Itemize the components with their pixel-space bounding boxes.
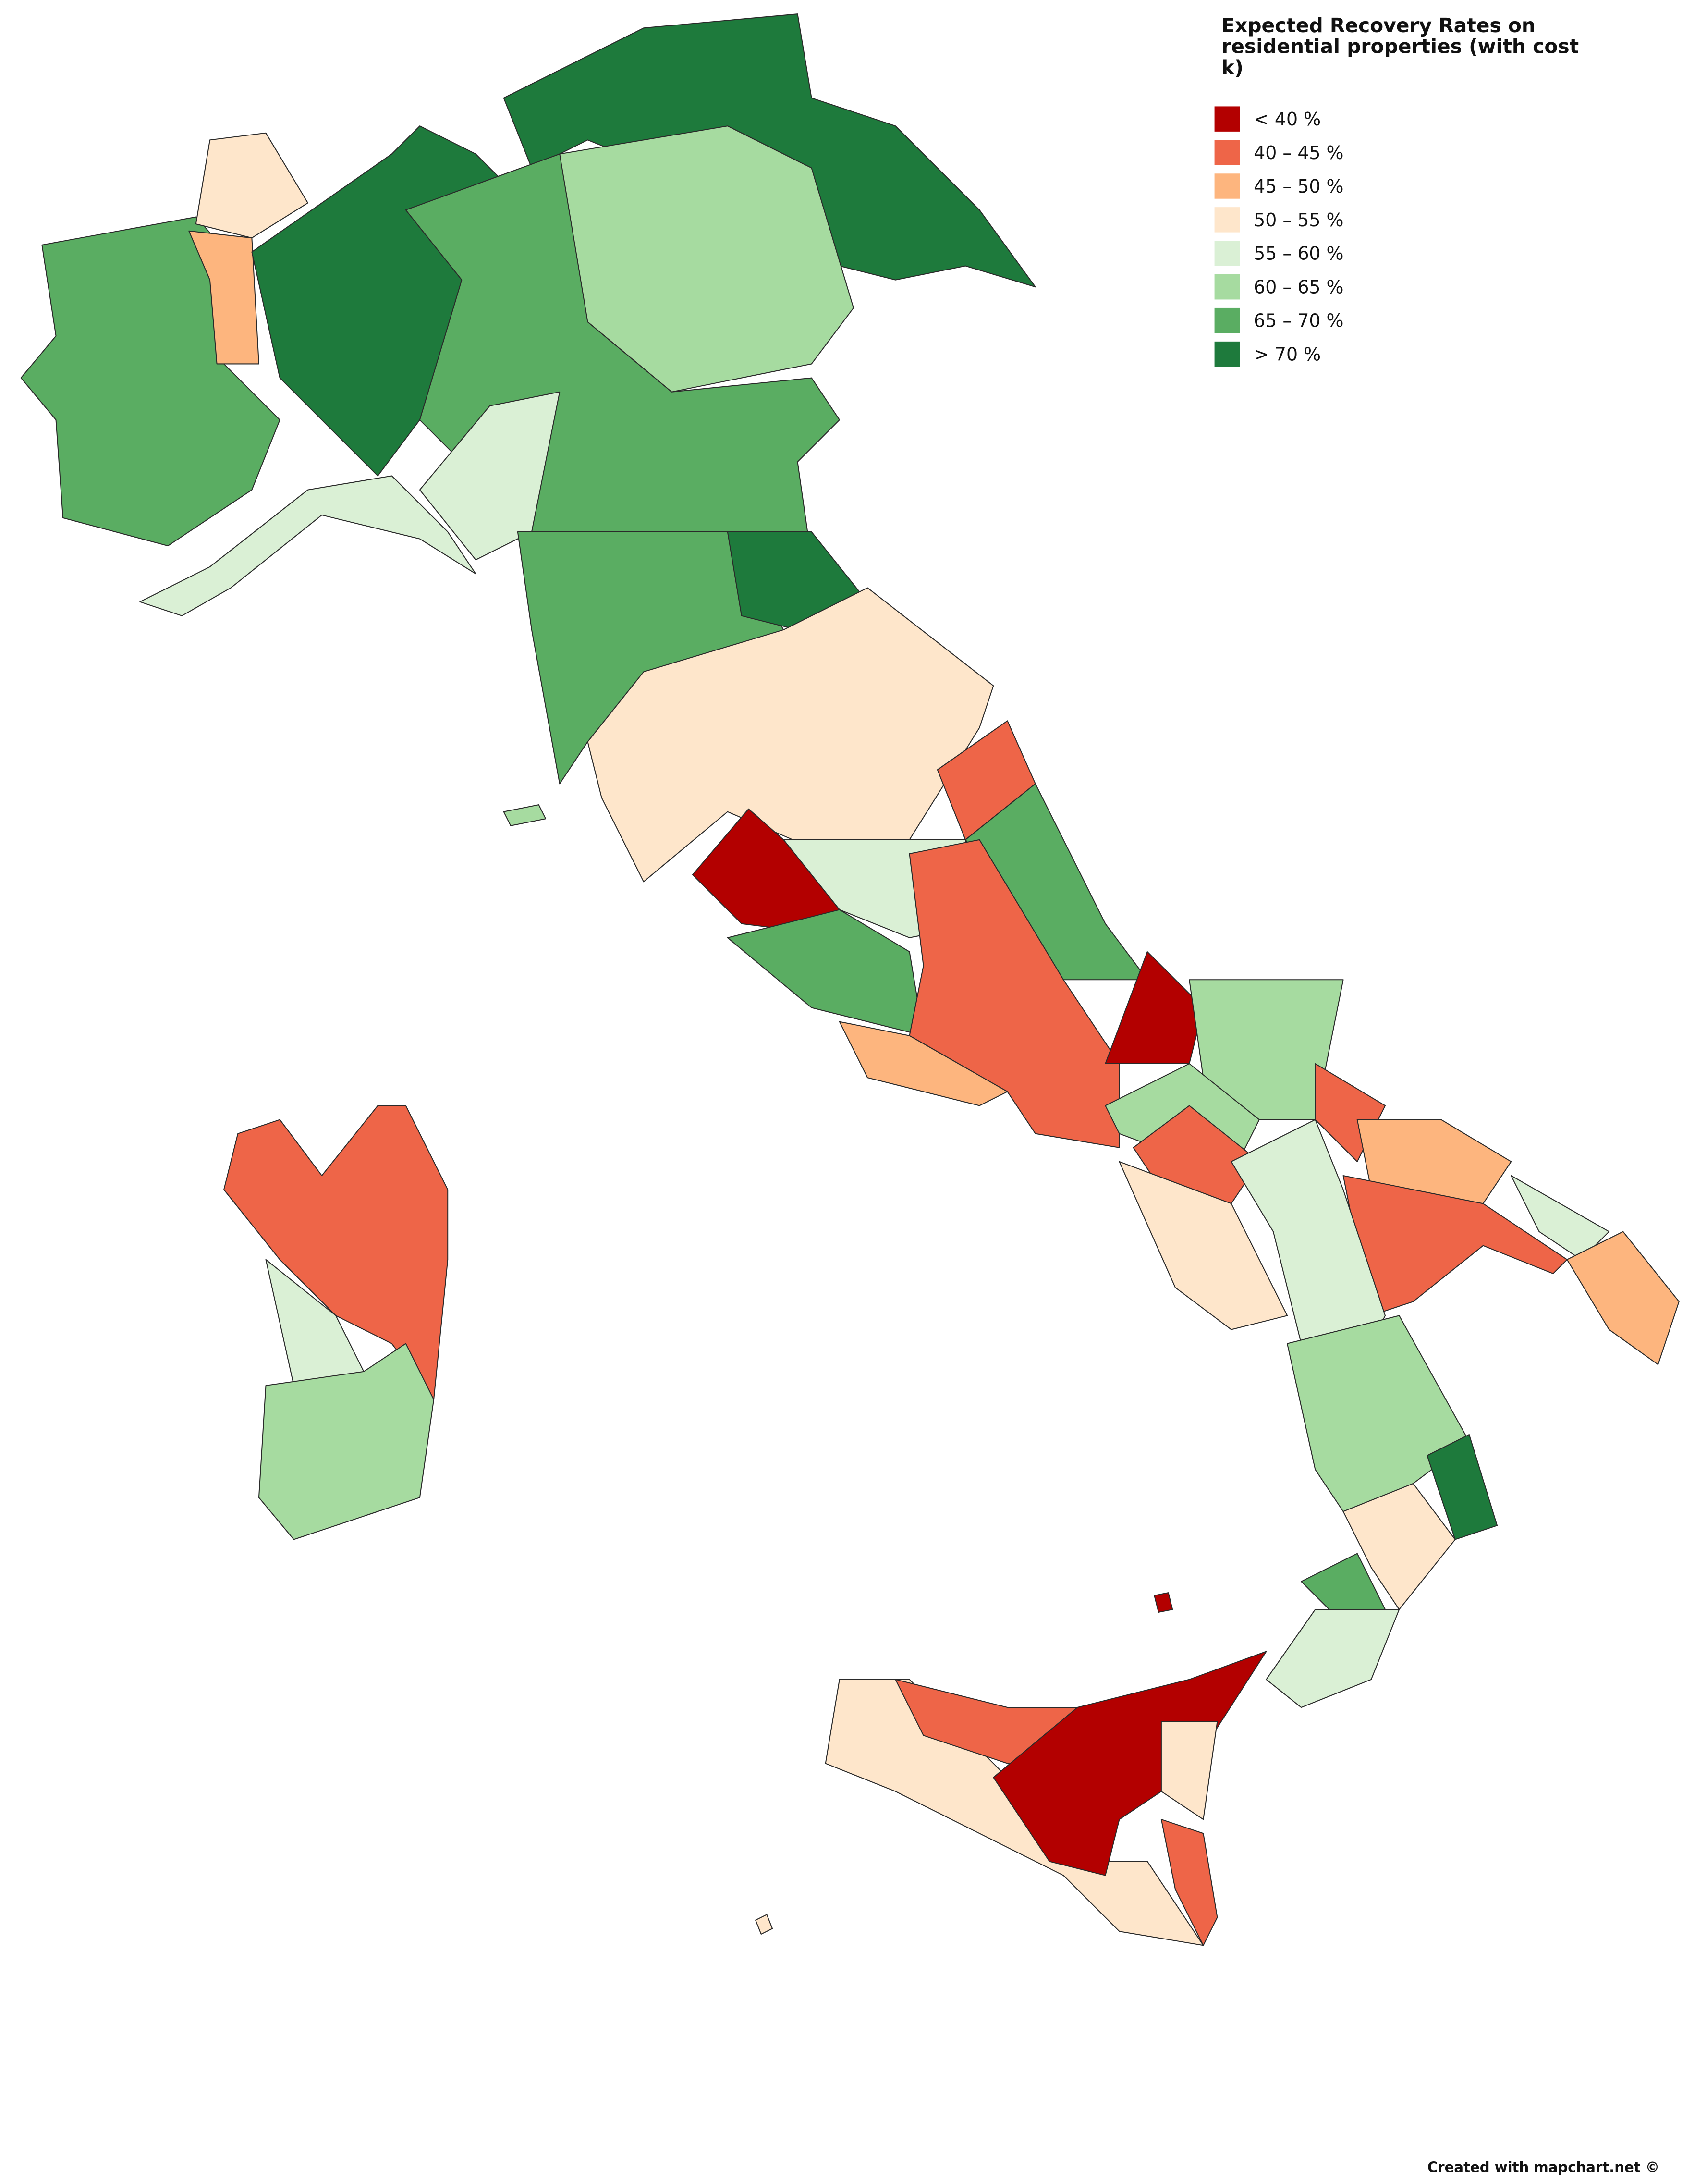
legend-label: 60 – 65 % — [1254, 277, 1343, 298]
legend-label: 50 – 55 % — [1254, 209, 1343, 231]
legend-swatch — [1214, 307, 1240, 333]
legend-swatch — [1214, 241, 1240, 266]
province — [1189, 979, 1344, 1120]
legend-swatch — [1214, 274, 1240, 300]
province — [258, 1343, 435, 1540]
province — [755, 1914, 773, 1935]
province — [1119, 1161, 1288, 1330]
province — [909, 839, 1120, 1148]
province — [1160, 1721, 1218, 1820]
legend-swatch — [1214, 207, 1240, 233]
legend-swatch — [1214, 106, 1240, 132]
map-regions — [20, 13, 1680, 1946]
province — [1160, 1819, 1218, 1946]
legend-label: 40 – 45 % — [1254, 142, 1343, 163]
province — [419, 391, 561, 561]
province — [1427, 1434, 1498, 1540]
province — [1356, 1119, 1512, 1204]
legend-label: 45 – 50 % — [1254, 176, 1343, 197]
province — [1342, 1483, 1456, 1610]
legend-title-box: Expected Recovery Rates on residential p… — [1221, 16, 1579, 80]
province — [1566, 1231, 1680, 1365]
legend-swatch — [1214, 341, 1240, 367]
legend-swatch — [1214, 173, 1240, 199]
province — [195, 132, 308, 239]
legend-label: > 70 % — [1254, 344, 1321, 365]
legend-label: < 40 % — [1254, 109, 1321, 130]
province — [839, 1021, 1008, 1106]
province — [503, 804, 547, 826]
legend-swatch — [1214, 140, 1240, 165]
credit: Created with mapchart.net © — [1427, 2159, 1659, 2175]
province — [188, 230, 259, 365]
legend: < 40 % 40 – 45 % 45 – 50 % 50 – 55 % 55 – 60… — [1214, 106, 1344, 367]
province — [139, 475, 476, 616]
province — [1154, 1592, 1173, 1613]
legend-title: Expected Recovery Rates on residential p… — [1221, 16, 1579, 80]
legend-label: 65 – 70 % — [1254, 310, 1343, 331]
province — [223, 1105, 449, 1400]
legend-label: 55 – 60 % — [1254, 243, 1343, 264]
province — [1266, 1609, 1400, 1708]
